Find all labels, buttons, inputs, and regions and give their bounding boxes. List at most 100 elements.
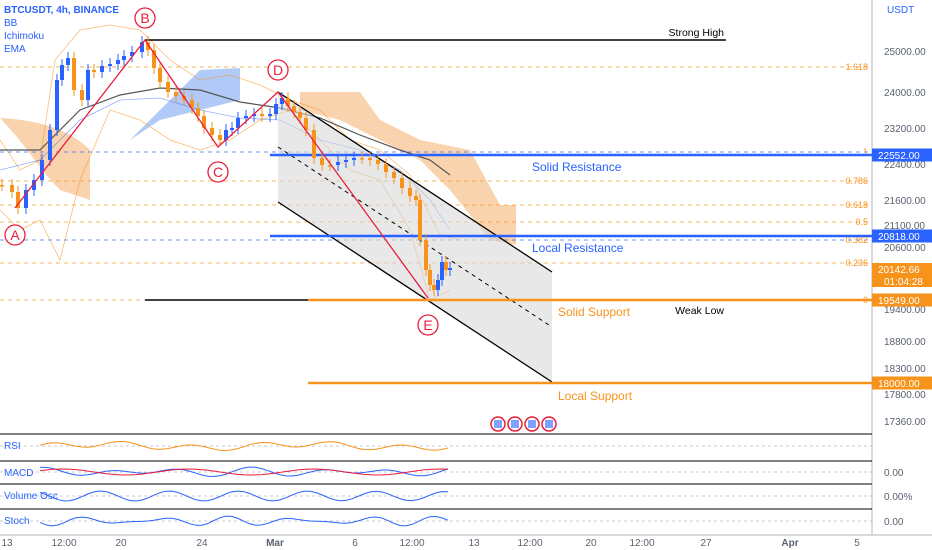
candle-body: [368, 158, 372, 160]
candle-body: [166, 82, 170, 92]
point-label: E: [423, 317, 432, 333]
price-tick: 17800.00: [884, 390, 926, 401]
fib-label: 0.5: [855, 217, 868, 227]
weak-low-label: Weak Low: [675, 305, 724, 317]
price-badge: [872, 376, 932, 390]
candle-body: [218, 135, 222, 140]
time-tick: 12:00: [629, 538, 654, 549]
price-badge-countdown: 01:04:28: [884, 277, 923, 288]
symbol-title: BTCUSDT, 4h, BINANCE: [4, 5, 120, 16]
point-marker-e: E: [417, 314, 439, 336]
candle-body: [48, 130, 52, 160]
point-circle: [134, 7, 156, 29]
candle-body: [72, 58, 76, 90]
candle-body: [448, 268, 452, 270]
candle-body: [384, 164, 388, 172]
candle-body: [32, 180, 36, 190]
candle-body: [352, 158, 356, 160]
panel-tick: 0.00: [884, 517, 904, 528]
indicator-ema[interactable]: EMA: [4, 44, 26, 55]
candle-body: [408, 188, 412, 196]
point-circle: [4, 224, 26, 246]
price-badge-value: 20142.66: [878, 265, 920, 276]
point-label: C: [213, 164, 223, 180]
time-tick: Apr: [781, 538, 798, 549]
point-label: A: [10, 227, 20, 243]
point-marker-a: A: [4, 224, 26, 246]
indicator-bb[interactable]: BB: [4, 18, 18, 29]
point-circle: [417, 314, 439, 336]
local-resistance-label: Local Resistance: [532, 241, 624, 255]
time-tick: 27: [700, 538, 712, 549]
candle-body: [414, 196, 418, 200]
candle-body: [280, 98, 284, 104]
candle-body: [424, 240, 428, 270]
ichimoku-cloud-1: [0, 118, 90, 200]
candle-body: [286, 98, 290, 106]
candle-body: [244, 116, 248, 118]
price-tick: 18300.00: [884, 364, 926, 375]
panel-title: Volume Osc: [4, 491, 58, 502]
time-tick: 5: [854, 538, 860, 549]
price-badge-value: 19549.00: [878, 296, 920, 307]
candle-body: [260, 114, 264, 116]
candle-body: [80, 90, 84, 100]
point-circle: [267, 59, 289, 81]
candle-body: [224, 130, 228, 140]
price-tick: 23200.00: [884, 124, 926, 135]
candle-body: [436, 280, 440, 290]
candle-body: [428, 270, 432, 285]
solid-resistance-label: Solid Resistance: [532, 160, 622, 174]
time-tick: 12:00: [51, 538, 76, 549]
candle-body: [86, 70, 90, 100]
candle-body: [16, 192, 20, 208]
price-tick: 25000.00: [884, 47, 926, 58]
candle-body: [152, 50, 156, 68]
panel-line: [39, 490, 449, 502]
panel-title: Stoch: [4, 516, 30, 527]
price-tick: 18800.00: [884, 337, 926, 348]
time-tick: 12:00: [517, 538, 542, 549]
price-tick: 19400.00: [884, 305, 926, 316]
candle-body: [66, 58, 70, 65]
price-tick: 17360.00: [884, 417, 926, 428]
candle-body: [130, 52, 134, 56]
time-tick: 20: [585, 538, 597, 549]
candle-body: [174, 92, 178, 96]
time-tick: Mar: [266, 538, 284, 549]
time-tick: 20: [115, 538, 127, 549]
candle-body: [292, 106, 296, 112]
price-badge: [872, 229, 932, 243]
candle-body: [0, 185, 4, 187]
fib-label: 1.618: [845, 62, 868, 72]
candle-body: [440, 262, 444, 280]
candle-body: [60, 65, 64, 80]
candle-body: [190, 100, 194, 108]
candle-body: [304, 118, 308, 130]
price-badge-value: 20818.00: [878, 232, 920, 243]
panel-tick: 0.00: [884, 468, 904, 479]
candle-body: [312, 130, 316, 158]
candle-body: [328, 165, 332, 167]
candle-body: [252, 114, 256, 116]
sub-panel-macd: MACD 0.00: [0, 460, 904, 479]
panel-line: [39, 515, 449, 527]
point-circle: [207, 161, 229, 183]
candle-body: [146, 42, 150, 50]
candle-body: [298, 112, 302, 118]
point-label: D: [273, 62, 283, 78]
strong-high-label: Strong High: [669, 27, 725, 39]
fib-label: 0.618: [845, 200, 868, 210]
point-marker-c: C: [207, 161, 229, 183]
time-tick: 13: [468, 538, 480, 549]
event-flag-icon: [494, 420, 502, 428]
price-tick: 22400.00: [884, 160, 926, 171]
zigzag-line: [14, 38, 429, 299]
indicator-ichimoku[interactable]: Ichimoku: [4, 31, 45, 42]
candle-body: [202, 116, 206, 128]
panel-signal-line: [39, 468, 449, 476]
ichimoku-cloud-2: [130, 68, 240, 140]
candle-body: [392, 172, 396, 178]
event-flag-icon: [545, 420, 553, 428]
